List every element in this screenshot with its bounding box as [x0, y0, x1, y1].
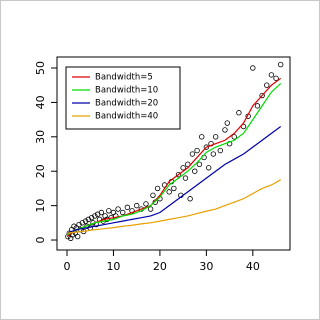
point: [189, 151, 196, 157]
point: [199, 134, 205, 140]
smooth-line: [66, 179, 281, 234]
legend-label: Bandwidth=5: [95, 73, 153, 83]
point: [124, 204, 131, 211]
point: [82, 218, 89, 224]
point: [203, 144, 210, 150]
point: [205, 165, 212, 171]
smooth-line: [66, 83, 282, 236]
point: [259, 92, 265, 99]
point: [120, 209, 126, 216]
point: [175, 171, 182, 178]
point: [231, 134, 237, 140]
point: [133, 202, 140, 209]
point: [115, 206, 121, 212]
point: [74, 233, 81, 240]
point: [192, 168, 198, 174]
x-tick-label: 0: [63, 260, 70, 273]
point: [88, 214, 95, 221]
point: [143, 201, 149, 207]
point: [182, 175, 189, 181]
x-tick-label: 20: [153, 260, 167, 273]
point: [222, 127, 228, 133]
point: [147, 206, 154, 212]
point: [273, 75, 279, 82]
point: [98, 209, 105, 216]
y-tick-label: 50: [34, 61, 47, 75]
point: [76, 221, 82, 228]
point: [236, 110, 242, 116]
smooth-line: [66, 126, 282, 234]
legend-label: Bandwidth=20: [95, 99, 158, 109]
y-tick-label: 10: [34, 199, 47, 213]
point: [92, 213, 98, 219]
legend-label: Bandwidth=40: [95, 112, 158, 122]
point: [278, 61, 284, 68]
point: [106, 208, 112, 214]
x-tick-label: 40: [246, 260, 260, 273]
smooth-line: [66, 77, 282, 238]
point: [85, 216, 92, 223]
y-tick-label: 20: [34, 164, 47, 178]
x-tick-label: 30: [199, 260, 213, 273]
point: [210, 151, 217, 157]
point: [217, 147, 224, 154]
point: [212, 134, 219, 140]
point: [154, 185, 161, 192]
point: [268, 72, 275, 78]
point: [196, 161, 203, 168]
point: [224, 120, 230, 126]
point: [250, 65, 256, 71]
point: [187, 196, 193, 202]
point: [79, 220, 86, 226]
legend-label: Bandwidth=10: [95, 86, 158, 96]
y-tick-label: 40: [34, 95, 47, 109]
point: [264, 82, 270, 88]
point: [194, 147, 200, 154]
point: [166, 189, 172, 195]
legend: Bandwidth=5 Bandwidth=10 Bandwidth=20 Bandw…: [65, 66, 181, 130]
x-tick-label: 10: [106, 260, 120, 273]
point: [254, 103, 261, 109]
point: [171, 185, 177, 192]
point: [150, 192, 156, 198]
y-tick-label: 0: [34, 237, 47, 244]
y-tick-label: 30: [34, 130, 47, 144]
point: [180, 165, 186, 171]
